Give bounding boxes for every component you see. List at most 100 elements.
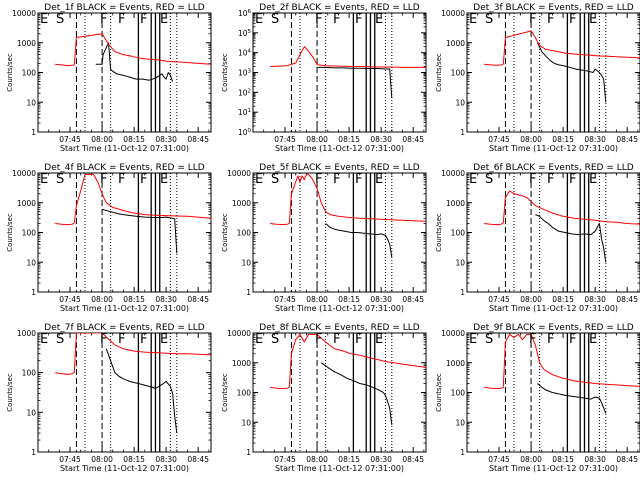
y-tick-label: 10000 [441,329,465,338]
y-tick-label: 10000 [441,169,465,178]
y-tick-label: 1 [31,288,36,297]
x-tick-label: 08:30 [370,455,392,464]
segment-letter: E [160,12,168,27]
events-series-line [535,214,607,263]
segment-letter: E [375,332,383,347]
panel-title: Det_5f BLACK = Events, RED = LLD [259,163,419,173]
y-tick-label: 100 [237,389,252,398]
x-tick-label: 08:45 [187,135,209,144]
events-series-line [537,383,607,414]
x-tick-label: 08:15 [338,135,360,144]
segment-letter: S [271,12,279,27]
segment-letter: F [118,172,125,187]
lld-series-line [484,30,640,66]
y-tick-label: 1 [246,448,251,457]
detector-panel: Det_7f BLACK = Events, RED = LLD 1 10 100 10… [6,323,212,473]
y-tick-label: 100 [22,229,37,238]
y-tick-label: 10 [26,98,36,107]
x-axis-label: Start Time (11-Oct-12 07:31:00) [275,304,404,313]
y-tick-label: 10000 [12,9,36,18]
plot-frame [252,332,427,453]
plot-frame [37,12,212,133]
y-tick-label: 100 [22,69,37,78]
lld-series-line [270,333,426,390]
x-tick-label: 08:30 [584,135,606,144]
plot-frame [252,12,427,133]
x-tick-label: 08:00 [520,135,542,144]
panel-title: Det_3f BLACK = Events, RED = LLD [473,3,633,13]
plot-frame [252,172,427,293]
lld-series-line [55,173,211,226]
x-tick-label: 08:15 [123,455,145,464]
y-tick-label: 10 [241,418,251,427]
y-tick-label: 10000 [441,9,465,18]
segment-letter: F [315,12,322,27]
segment-letter: F [529,172,536,187]
x-tick-label: 07:45 [488,135,510,144]
x-tick-label: 08:15 [123,295,145,304]
x-tick-label: 08:00 [91,135,113,144]
y-axis-label: Counts/sec [435,53,443,92]
x-axis-label: Start Time (11-Oct-12 07:31:00) [489,144,618,153]
segment-letter: F [569,332,576,347]
y-tick-label: 10 [241,258,251,267]
segment-letter: F [529,12,536,27]
y-tick-label: 100 [237,229,252,238]
detector-panel: Det_6f BLACK = Events, RED = LLD 1 10 100 10… [435,163,640,313]
y-tick-label: 10000 [227,169,251,178]
x-tick-label: 08:30 [584,295,606,304]
segment-letter: F [140,332,147,347]
x-tick-label: 08:00 [91,295,113,304]
y-tick-label: 10000 [12,169,36,178]
y-tick-label: 1000 [17,329,36,338]
x-tick-label: 07:45 [59,135,81,144]
events-series-line [105,348,178,434]
x-tick-label: 08:00 [91,455,113,464]
y-tick-label: 10 [455,258,465,267]
y-tick-label: 1000 [446,39,465,48]
segment-letter: S [485,12,493,27]
y-tick-label: 105 [238,29,252,38]
y-axis-label: Counts/sec [435,373,443,412]
segment-letter: F [315,332,322,347]
y-tick-label: 1000 [446,199,465,208]
lld-series-line [484,190,640,226]
y-tick-label: 100 [451,69,466,78]
segment-letter: E [375,12,383,27]
y-axis-label: Counts/sec [6,373,14,412]
x-tick-label: 08:45 [616,135,638,144]
x-tick-label: 08:45 [616,295,638,304]
y-tick-label: 10 [455,98,465,107]
y-tick-label: 1 [31,128,36,137]
detector-panel: Det_5f BLACK = Events, RED = LLD 1 10 100 10… [221,163,427,313]
y-tick-label: 1 [460,288,465,297]
segment-letter: S [271,332,279,347]
y-axis-label: Counts/sec [221,213,229,252]
plot-frame [37,172,212,293]
x-tick-label: 07:45 [488,455,510,464]
segment-letter: F [118,12,125,27]
segment-letter: E [469,332,477,347]
segment-letter: E [469,12,477,27]
y-tick-label: 102 [238,88,251,97]
x-axis-label: Start Time (11-Oct-12 07:31:00) [60,464,189,473]
panel-title: Det_9f BLACK = Events, RED = LLD [473,323,633,333]
detector-panel: Det_9f BLACK = Events, RED = LLD 1 10 100 10… [435,323,640,473]
panel-title: Det_4f BLACK = Events, RED = LLD [44,163,204,173]
y-axis-label: Counts/sec [435,213,443,252]
x-axis-label: Start Time (11-Oct-12 07:31:00) [60,304,189,313]
segment-letter: E [40,332,48,347]
y-tick-label: 100 [238,128,252,137]
x-tick-label: 08:30 [155,135,177,144]
segment-letter: S [485,172,493,187]
segment-letter: F [100,172,107,187]
x-tick-label: 08:45 [187,295,209,304]
events-series-line [321,362,393,426]
y-axis-label: Counts/sec [6,53,14,92]
x-tick-label: 07:45 [488,295,510,304]
y-tick-label: 10000 [227,329,251,338]
detector-panel: Det_4f BLACK = Events, RED = LLD 1 10 100 10… [6,163,212,313]
x-tick-label: 08:15 [552,295,574,304]
x-axis-label: Start Time (11-Oct-12 07:31:00) [60,144,189,153]
